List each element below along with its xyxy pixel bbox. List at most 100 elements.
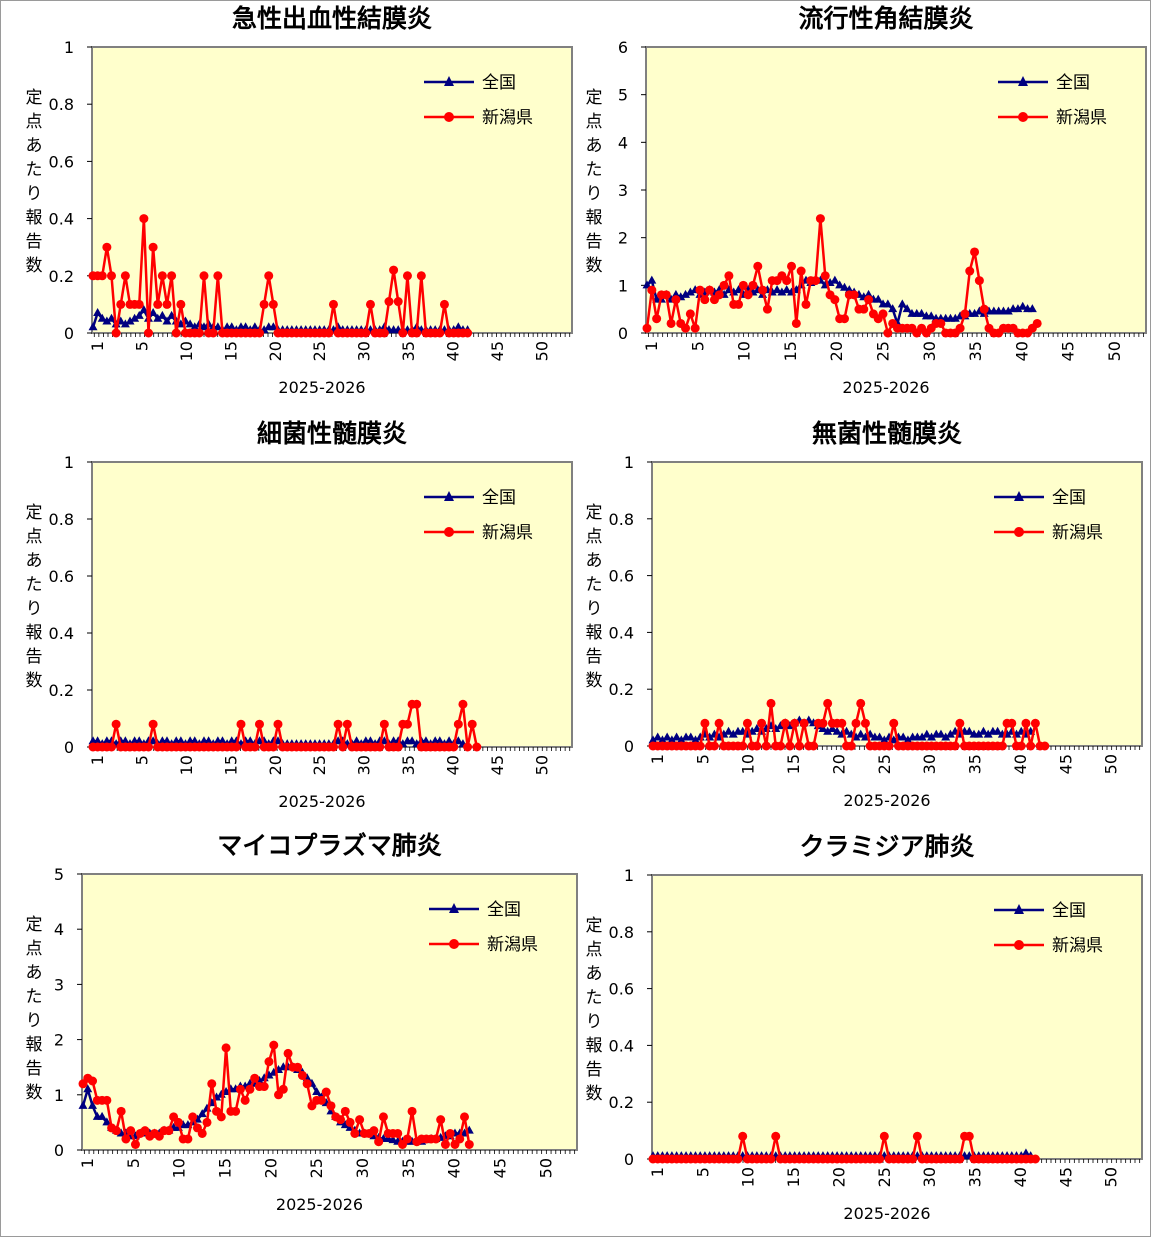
- data-point-national: [974, 729, 984, 738]
- legend-marker-national: [444, 76, 454, 86]
- data-point-national: [993, 726, 1003, 735]
- data-point-niigata: [860, 718, 870, 728]
- x-tick-label: 30: [353, 1158, 372, 1178]
- data-point-niigata: [681, 323, 691, 333]
- data-point-niigata: [766, 698, 776, 708]
- data-point-niigata: [162, 299, 172, 309]
- data-point-national: [647, 275, 657, 284]
- x-tick-label: 35: [399, 341, 418, 361]
- y-tick-label: 0.6: [609, 567, 634, 586]
- x-tick-label: 35: [966, 1167, 985, 1187]
- data-point-niigata: [815, 214, 825, 224]
- data-point-national: [379, 736, 389, 745]
- data-point-national: [88, 322, 98, 331]
- data-point-national: [875, 732, 885, 741]
- data-point-niigata: [642, 323, 652, 333]
- data-point-national: [676, 735, 686, 744]
- data-point-niigata: [460, 1112, 470, 1122]
- data-point-niigata: [1021, 718, 1031, 728]
- data-point-niigata: [467, 719, 477, 729]
- data-point-niigata: [120, 271, 130, 281]
- data-point-niigata: [970, 247, 980, 257]
- x-tick-label: 10: [170, 1158, 189, 1178]
- data-point-national: [856, 729, 866, 738]
- data-point-niigata: [236, 719, 246, 729]
- data-point-niigata: [293, 1062, 303, 1072]
- data-point-national: [941, 732, 951, 741]
- y-tick-label: 0.4: [609, 1036, 634, 1055]
- data-point-niigata: [974, 276, 984, 286]
- x-tick-label: 20: [266, 341, 285, 361]
- data-point-niigata: [700, 718, 710, 728]
- data-point-niigata: [936, 318, 946, 328]
- data-point-national: [88, 1100, 98, 1109]
- data-point-niigata: [216, 1112, 226, 1122]
- data-point-national: [453, 736, 463, 745]
- data-point-national: [662, 732, 672, 741]
- data-point-national: [690, 735, 700, 744]
- data-point-niigata: [997, 741, 1007, 751]
- data-point-niigata: [297, 1070, 307, 1080]
- legend-label-national: 全国: [482, 488, 516, 508]
- data-point-niigata: [402, 719, 412, 729]
- data-point-niigata: [758, 285, 768, 295]
- data-point-niigata: [1007, 718, 1017, 728]
- data-point-niigata: [273, 719, 283, 729]
- data-point-national: [1021, 1148, 1031, 1157]
- x-tick-label: 10: [735, 341, 754, 361]
- y-axis-label: 定点あたり報告数: [26, 503, 43, 691]
- data-point-national: [685, 287, 695, 296]
- data-point-national: [259, 736, 269, 745]
- data-point-niigata: [955, 1154, 965, 1164]
- x-tick-label: 25: [875, 1167, 894, 1187]
- data-point-niigata: [235, 1084, 245, 1094]
- x-tick-label: 15: [784, 1167, 803, 1187]
- data-point-national: [120, 319, 130, 328]
- data-point-niigata: [333, 719, 343, 729]
- data-point-national: [444, 736, 454, 745]
- data-point-national: [83, 1084, 93, 1093]
- data-point-national: [724, 726, 734, 735]
- data-point-national: [130, 313, 140, 322]
- data-point-niigata: [240, 1095, 250, 1105]
- legend-marker-niigata: [444, 112, 454, 122]
- data-point-national: [97, 313, 107, 322]
- legend-label-national: 全国: [1052, 488, 1086, 508]
- x-axis-label: 2025-2026: [843, 1204, 930, 1223]
- data-point-national: [120, 736, 130, 745]
- y-tick-label: 1: [624, 453, 634, 472]
- data-point-national: [840, 282, 849, 291]
- data-point-national: [231, 736, 241, 745]
- data-point-niigata: [820, 271, 830, 281]
- data-point-niigata: [254, 328, 264, 338]
- data-point-national: [945, 729, 955, 738]
- data-point-niigata: [202, 1117, 212, 1127]
- data-point-national: [102, 316, 112, 325]
- legend-label-niigata: 新潟県: [1056, 108, 1107, 128]
- x-tick-label: 20: [829, 1167, 848, 1187]
- data-point-niigata: [231, 1106, 241, 1116]
- legend-label-niigata: 新潟県: [482, 108, 533, 128]
- data-point-niigata: [340, 1106, 350, 1116]
- data-point-national: [653, 732, 663, 741]
- data-point-niigata: [324, 328, 334, 338]
- data-point-national: [672, 732, 682, 741]
- data-point-niigata: [384, 297, 394, 307]
- data-point-niigata: [121, 1134, 131, 1144]
- data-point-national: [352, 736, 362, 745]
- data-point-niigata: [148, 242, 158, 252]
- data-point-niigata: [752, 741, 762, 751]
- data-point-niigata: [449, 742, 459, 752]
- data-point-niigata: [846, 741, 856, 751]
- data-point-niigata: [889, 718, 899, 728]
- x-tick-label: 40: [444, 341, 463, 361]
- data-point-national: [657, 735, 667, 744]
- x-tick-label: 40: [1011, 1167, 1030, 1187]
- data-point-niigata: [875, 1154, 885, 1164]
- data-point-national: [917, 308, 927, 317]
- data-point-national: [897, 299, 907, 308]
- data-point-niigata: [416, 271, 426, 281]
- data-point-niigata: [250, 1073, 260, 1083]
- data-point-national: [273, 736, 283, 745]
